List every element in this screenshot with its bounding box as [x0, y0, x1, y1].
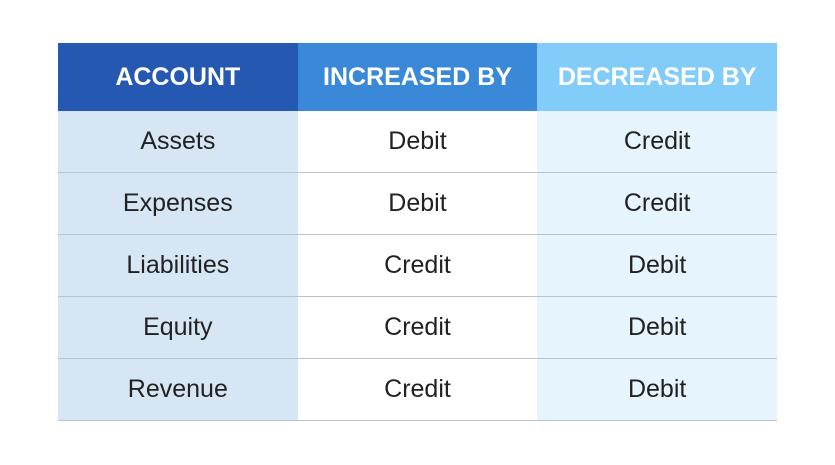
header-cell: ACCOUNT — [58, 43, 298, 111]
header-cell: INCREASED BY — [297, 43, 538, 111]
table-body: Assets Debit Credit Expenses Debit Credit Liab… — [58, 111, 777, 421]
header-cell: DECREASED BY — [537, 43, 777, 111]
table-cell: Debit — [537, 296, 777, 359]
table-cell: Revenue — [58, 358, 298, 421]
table-cell: Credit — [297, 296, 538, 359]
accounts-table: ACCOUNT INCREASED BY DECREASED BY Assets De… — [58, 43, 777, 421]
table-cell: Assets — [58, 111, 298, 173]
table-cell: Expenses — [58, 172, 298, 235]
table-cell: Credit — [537, 111, 777, 173]
table-cell: Debit — [537, 234, 777, 297]
table-row: Revenue Credit Debit — [58, 358, 777, 421]
table-cell: Credit — [297, 358, 538, 421]
table-cell: Liabilities — [58, 234, 298, 297]
table-row: Liabilities Credit Debit — [58, 234, 777, 297]
table-row: Expenses Debit Credit — [58, 172, 777, 235]
table-container: ACCOUNT INCREASED BY DECREASED BY Assets De… — [58, 43, 777, 421]
table-cell: Debit — [297, 172, 538, 235]
table-row: Equity Credit Debit — [58, 296, 777, 359]
table-cell: Equity — [58, 296, 298, 359]
table-cell: Credit — [297, 234, 538, 297]
table-cell: Credit — [537, 172, 777, 235]
header-row: ACCOUNT INCREASED BY DECREASED BY — [58, 43, 777, 111]
table-cell: Debit — [297, 111, 538, 173]
table-cell: Debit — [537, 358, 777, 421]
table-row: Assets Debit Credit — [58, 111, 777, 173]
